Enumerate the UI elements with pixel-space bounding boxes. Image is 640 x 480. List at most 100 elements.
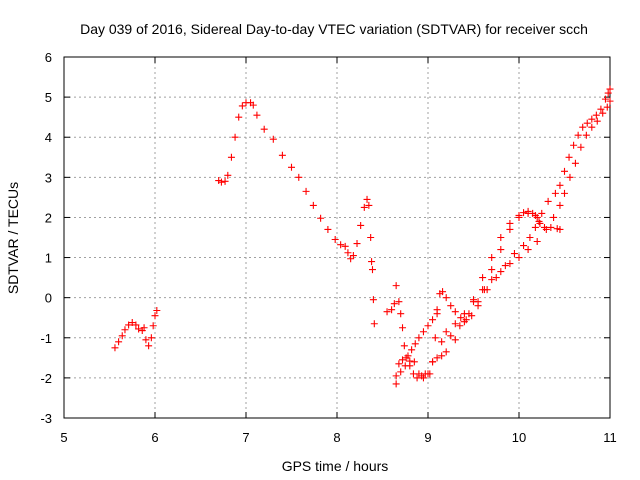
y-tick-label: 5 xyxy=(45,90,52,105)
data-point xyxy=(363,195,371,203)
data-point xyxy=(253,111,261,119)
data-point xyxy=(369,296,377,304)
data-point xyxy=(397,310,405,318)
data-point xyxy=(429,358,437,366)
data-point xyxy=(368,266,376,274)
data-point xyxy=(260,125,268,133)
data-point xyxy=(360,203,368,211)
data-point xyxy=(479,286,487,294)
y-axis-label: SDTVAR / TECUs xyxy=(5,182,21,294)
data-point xyxy=(400,342,408,350)
data-point xyxy=(249,101,257,109)
data-point xyxy=(566,173,574,181)
data-point xyxy=(447,332,455,340)
data-point xyxy=(520,242,528,250)
data-point xyxy=(606,97,614,105)
data-point xyxy=(111,344,119,352)
data-point xyxy=(121,326,129,334)
data-point xyxy=(531,223,539,231)
series-seg1 xyxy=(111,307,161,352)
series-seg4 xyxy=(392,310,441,380)
data-point xyxy=(337,241,345,249)
data-point xyxy=(582,131,590,139)
data-point xyxy=(556,201,564,209)
data-point xyxy=(451,336,459,344)
x-tick-label: 5 xyxy=(60,430,67,445)
data-point xyxy=(460,310,468,318)
data-point xyxy=(524,246,532,254)
data-point xyxy=(510,250,518,258)
data-point xyxy=(550,213,558,221)
data-point xyxy=(128,319,136,327)
data-point xyxy=(399,356,407,364)
data-point xyxy=(488,266,496,274)
data-point xyxy=(227,153,235,161)
data-point xyxy=(542,225,550,233)
data-point xyxy=(460,318,468,326)
data-point xyxy=(302,187,310,195)
data-point xyxy=(579,123,587,131)
data-point xyxy=(365,201,373,209)
data-point xyxy=(392,282,400,290)
data-point xyxy=(561,189,568,197)
data-point xyxy=(135,325,143,333)
data-point xyxy=(344,249,352,257)
data-point xyxy=(506,260,514,268)
y-tick-label: 6 xyxy=(45,50,52,65)
data-point xyxy=(132,321,140,329)
data-point xyxy=(592,111,600,119)
data-point xyxy=(574,131,582,139)
data-point xyxy=(278,151,286,159)
data-point xyxy=(561,167,568,175)
data-point xyxy=(415,334,423,342)
data-point xyxy=(492,274,500,282)
data-point xyxy=(524,209,532,217)
data-point xyxy=(145,342,153,350)
data-point xyxy=(395,298,403,306)
y-tick-label: 3 xyxy=(45,170,52,185)
data-point xyxy=(497,268,505,276)
data-point xyxy=(115,338,123,346)
data-point xyxy=(383,308,391,316)
data-point xyxy=(451,320,459,328)
data-point xyxy=(368,258,376,266)
data-point xyxy=(269,135,277,143)
data-point xyxy=(538,209,546,217)
y-tick-label: -2 xyxy=(40,371,52,386)
data-point xyxy=(341,242,349,250)
data-point xyxy=(520,209,528,217)
data-point xyxy=(309,201,317,209)
data-point xyxy=(404,352,412,360)
data-point xyxy=(565,153,573,161)
data-point xyxy=(419,374,427,382)
x-tick-label: 7 xyxy=(242,430,249,445)
data-point xyxy=(392,380,400,388)
data-point xyxy=(367,234,375,241)
data-point xyxy=(501,262,509,270)
data-point xyxy=(142,336,150,344)
data-point xyxy=(413,374,421,382)
data-point xyxy=(357,221,365,229)
data-point xyxy=(231,133,239,141)
x-tick-label: 8 xyxy=(333,430,340,445)
data-point xyxy=(599,109,607,117)
data-point xyxy=(438,338,446,346)
data-point xyxy=(433,354,441,362)
data-point xyxy=(531,211,539,219)
data-point xyxy=(442,348,450,356)
data-point xyxy=(217,178,225,186)
data-point xyxy=(547,223,555,231)
data-point xyxy=(153,307,161,315)
y-tick-label: 1 xyxy=(45,251,52,266)
data-point xyxy=(424,370,432,378)
x-axis-label: GPS time / hours xyxy=(282,458,389,474)
data-point xyxy=(388,306,396,314)
data-point xyxy=(488,254,496,262)
data-point xyxy=(140,324,148,332)
data-point xyxy=(439,288,447,296)
data-point xyxy=(433,310,441,318)
y-tick-label: 4 xyxy=(45,130,52,145)
data-point xyxy=(506,219,514,227)
series-seg5 xyxy=(392,357,432,388)
